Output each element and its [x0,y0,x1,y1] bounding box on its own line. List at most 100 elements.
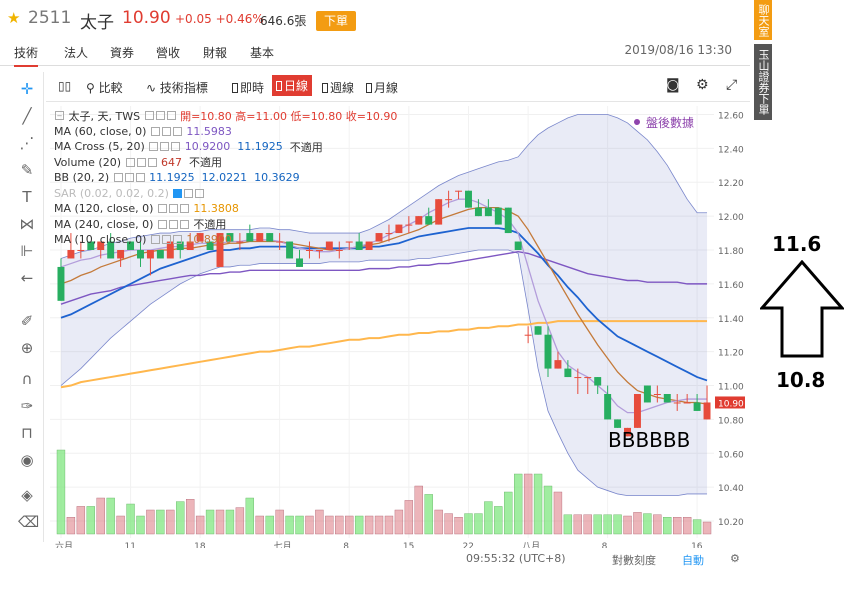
lock-drawing-icon[interactable]: ✑ [20,397,34,415]
volume-bar [374,515,384,535]
collapse-icon[interactable]: − [55,111,64,121]
fullscreen-icon[interactable]: ⤢ [726,77,738,93]
eye-icon[interactable]: ◉ [20,451,34,469]
volume-bar [215,509,225,535]
close-icon[interactable] [172,235,182,245]
candle-body [584,377,592,379]
fib-icon[interactable]: ⋰ [19,134,35,152]
weekly-button[interactable]: 週線 [322,79,354,96]
close-icon[interactable] [172,126,182,136]
eye-icon[interactable] [149,142,159,152]
candle-body [196,233,204,242]
ruler-icon[interactable]: ✐ [20,312,34,330]
dot-icon [634,119,640,125]
close-icon[interactable] [179,204,189,214]
eye-icon[interactable] [144,111,154,121]
legend-bb: BB (20, 2) 11.1925 12.0221 10.3629 [54,170,397,186]
tab-revenue[interactable]: 營收 [156,46,181,60]
settings-icon[interactable] [168,219,178,229]
candle-type-icon[interactable]: ▯▯ [58,79,72,93]
volume-bar [285,515,294,535]
volume-bar [235,507,245,535]
log-scale-toggle[interactable]: 對數刻度 [612,554,656,567]
tab-financials[interactable]: 財報 [203,46,228,60]
close-icon[interactable] [195,188,205,198]
candle-body [97,241,105,250]
chart-area[interactable]: 12.60 12.40 12.20 12.00 11.80 11.60 11.40 11.20… [46,102,750,572]
close-icon[interactable] [179,219,189,229]
candle-body [117,250,125,259]
lock-icon[interactable]: ⊓ [21,424,33,442]
gear-icon[interactable]: ⚙ [696,77,709,93]
close-icon[interactable] [147,157,157,167]
trendline-icon[interactable]: ╱ [22,107,32,125]
settings-icon[interactable] [168,204,178,214]
settings-icon[interactable] [124,173,134,183]
volume-bar [56,449,66,535]
candle-body [683,402,691,404]
volume-bar [275,509,284,535]
layers-icon[interactable]: ◈ [21,486,33,504]
eye-icon[interactable] [150,235,160,245]
measure-icon[interactable]: ⊩ [20,242,34,260]
eye-icon[interactable] [150,126,160,136]
broker-order-tab[interactable]: 玉山證券下單 [754,44,772,120]
settings-icon[interactable] [160,142,170,152]
after-hours-badge[interactable]: 盤後數據 [634,114,694,131]
crosshair-icon[interactable]: ✛ [20,80,34,98]
order-button[interactable]: 下單 [316,11,356,31]
volume-bar [335,515,344,535]
volume-bar [593,514,602,535]
stock-price: 10.90 [122,8,171,28]
settings-icon[interactable] [161,126,171,136]
settings-icon[interactable] [161,235,171,245]
close-icon[interactable] [135,173,145,183]
candle-body [405,224,413,226]
close-icon[interactable] [171,142,181,152]
eye-icon[interactable] [157,219,167,229]
annotation-top-value: 11.6 [772,232,822,256]
indicators-button[interactable]: ∿ 技術指標 [146,79,208,96]
trash-icon[interactable]: ⌫ [18,513,40,531]
camera-icon[interactable]: ◙ [666,77,680,93]
magnet-icon[interactable]: ∩ [21,370,33,388]
ma60-line [60,250,708,305]
volume-bar [603,514,612,535]
brush-icon[interactable]: ✎ [20,161,34,179]
text-tool-icon[interactable]: T [22,188,32,206]
eye-icon[interactable] [173,188,183,198]
legend-label: MA Cross (5, 20) [54,140,145,154]
zoom-in-icon[interactable]: ⊕ [20,339,34,357]
legend-value: 10.8900 [186,233,232,247]
candle-body [87,241,95,250]
tab-technical[interactable]: 技術 [14,44,39,67]
star-icon[interactable]: ★ [7,9,21,27]
candle-body [186,241,194,250]
tab-basic[interactable]: 基本 [250,46,275,60]
eye-icon[interactable] [125,157,135,167]
realtime-button[interactable]: 即時 [232,79,264,96]
arrow-left-icon[interactable]: ← [20,269,34,287]
settings-icon[interactable] [155,111,165,121]
volume-bar [265,515,274,535]
volume-bar [514,473,523,535]
candle-body [286,241,294,259]
gear-icon[interactable]: ⚙ [730,552,740,565]
eye-icon[interactable] [157,204,167,214]
chat-room-tab[interactable]: 聊天室 [754,0,772,40]
compare-button[interactable]: ⚲ 比較 [86,79,123,96]
price-chart[interactable]: 12.60 12.40 12.20 12.00 11.80 11.60 11.40 11.20… [46,102,750,552]
tab-margin[interactable]: 資券 [110,46,135,60]
pattern-icon[interactable]: ⋈ [19,215,35,233]
daily-button[interactable]: 日線 [272,75,313,96]
tab-institutional[interactable]: 法人 [64,46,89,60]
close-icon[interactable] [166,111,176,121]
monthly-button[interactable]: 月線 [366,79,398,96]
volume-bar [225,509,235,535]
settings-icon[interactable] [184,188,194,198]
candle-body [514,241,522,250]
eye-icon[interactable] [113,173,123,183]
auto-scale-toggle[interactable]: 自動 [682,554,704,567]
settings-icon[interactable] [136,157,146,167]
legend-value: 11.1925 [149,171,195,185]
